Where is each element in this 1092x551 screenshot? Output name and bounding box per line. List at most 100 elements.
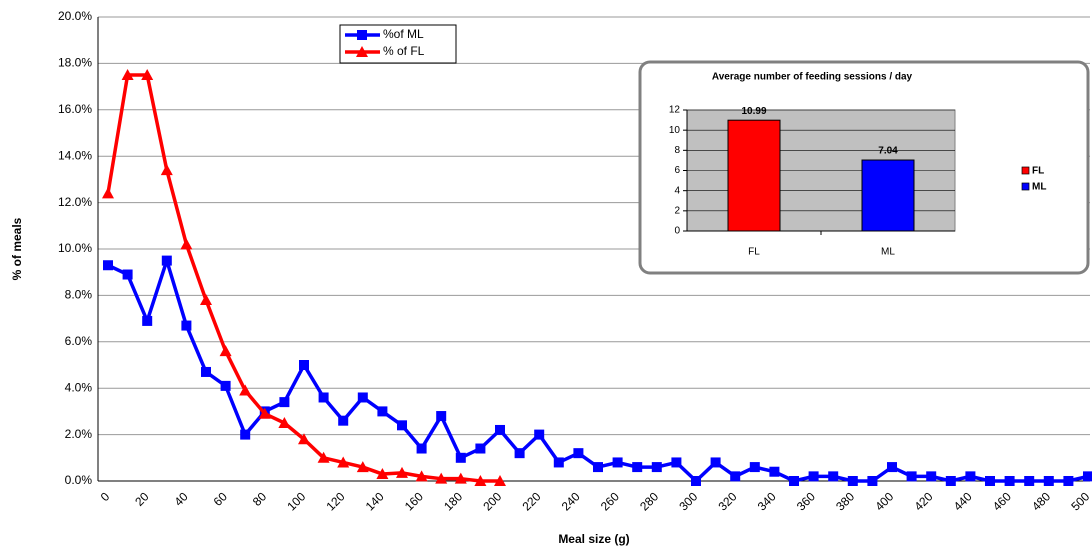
legend-marker: [357, 30, 367, 40]
x-tick-label: 460: [990, 489, 1014, 513]
inset-title: Average number of feeding sessions / day: [712, 72, 913, 83]
x-tick-label: 60: [211, 489, 231, 509]
marker: [1024, 476, 1035, 486]
bar: [861, 159, 915, 232]
marker: [239, 384, 252, 396]
x-tick-label: 360: [794, 489, 818, 513]
marker: [160, 164, 173, 176]
marker: [867, 476, 878, 486]
marker: [298, 433, 310, 445]
marker: [416, 443, 427, 454]
marker: [612, 457, 623, 468]
marker: [121, 69, 134, 80]
y-tick-label: 14.0%: [58, 148, 92, 162]
x-tick-label: 280: [637, 489, 661, 513]
marker: [847, 476, 858, 486]
x-tick-label: 380: [833, 489, 857, 513]
x-tick-label: 340: [755, 489, 779, 513]
marker: [240, 429, 251, 440]
bar: [727, 119, 781, 232]
marker: [102, 187, 114, 199]
marker: [142, 315, 153, 326]
y-tick-label: 0.0%: [65, 473, 93, 487]
marker: [338, 415, 349, 426]
marker: [632, 462, 643, 473]
x-tick-label: 140: [363, 489, 387, 513]
marker: [161, 255, 172, 266]
x-tick-label: 100: [284, 489, 308, 513]
marker: [397, 420, 407, 431]
legend-label: % of FL: [383, 44, 425, 58]
marker: [828, 471, 839, 482]
y-tick-label: 8: [674, 145, 680, 156]
marker: [494, 475, 506, 486]
y-tick-label: 2: [674, 205, 680, 216]
marker: [377, 406, 388, 417]
marker: [376, 468, 389, 480]
marker: [455, 452, 466, 463]
legend-label: ML: [1032, 182, 1046, 193]
y-tick-label: 0: [674, 226, 680, 237]
marker: [553, 457, 564, 468]
y-tick-label: 8.0%: [65, 288, 93, 302]
marker: [317, 451, 330, 463]
x-tick-label: FL: [748, 247, 760, 258]
marker: [534, 429, 545, 440]
marker: [278, 417, 291, 428]
x-tick-label: 440: [951, 489, 975, 513]
marker: [200, 294, 212, 306]
x-tick-label: 0: [98, 489, 113, 504]
marker: [454, 472, 467, 484]
x-tick-label: 120: [324, 489, 348, 513]
marker: [475, 443, 486, 454]
marker: [1004, 476, 1015, 486]
y-tick-label: 12.0%: [58, 195, 92, 209]
marker: [219, 345, 232, 357]
legend-label: FL: [1032, 166, 1044, 177]
marker: [180, 238, 193, 250]
x-axis-title: Meal size (g): [558, 532, 629, 546]
y-tick-label: 4: [674, 185, 680, 196]
legend-swatch: [1021, 166, 1030, 175]
x-tick-label: 220: [520, 489, 544, 513]
series-line: [107, 258, 1089, 483]
marker: [181, 320, 192, 331]
x-tick-label: 300: [676, 489, 700, 513]
marker: [1063, 476, 1074, 486]
marker: [299, 360, 309, 370]
x-tick-label: 160: [402, 489, 426, 513]
y-tick-label: 6: [674, 165, 680, 176]
marker: [514, 448, 525, 459]
marker: [1083, 471, 1092, 482]
y-tick-label: 12: [669, 105, 681, 116]
x-tick-label: 400: [872, 489, 896, 513]
marker: [495, 424, 505, 435]
marker: [396, 466, 408, 478]
legend-marker: [356, 46, 368, 57]
value-label: 10.99: [741, 106, 766, 117]
marker: [789, 476, 799, 486]
marker: [220, 380, 231, 391]
marker: [1043, 476, 1054, 486]
marker: [691, 476, 701, 486]
marker: [906, 471, 917, 482]
marker: [435, 472, 448, 484]
x-tick-label: 180: [441, 489, 465, 513]
y-tick-label: 16.0%: [58, 102, 92, 116]
marker: [593, 462, 603, 473]
marker: [651, 462, 662, 473]
y-tick-label: 2.0%: [65, 427, 93, 441]
marker: [337, 456, 350, 468]
marker: [965, 471, 976, 482]
y-axis-title: % of meals: [10, 217, 24, 280]
x-tick-label: 240: [559, 489, 583, 513]
marker: [357, 392, 368, 403]
x-tick-label: 20: [132, 489, 152, 509]
marker: [415, 470, 428, 482]
marker: [887, 462, 897, 473]
marker: [141, 69, 154, 80]
y-tick-label: 18.0%: [58, 56, 92, 70]
x-tick-label: 260: [598, 489, 622, 513]
marker: [201, 366, 211, 377]
